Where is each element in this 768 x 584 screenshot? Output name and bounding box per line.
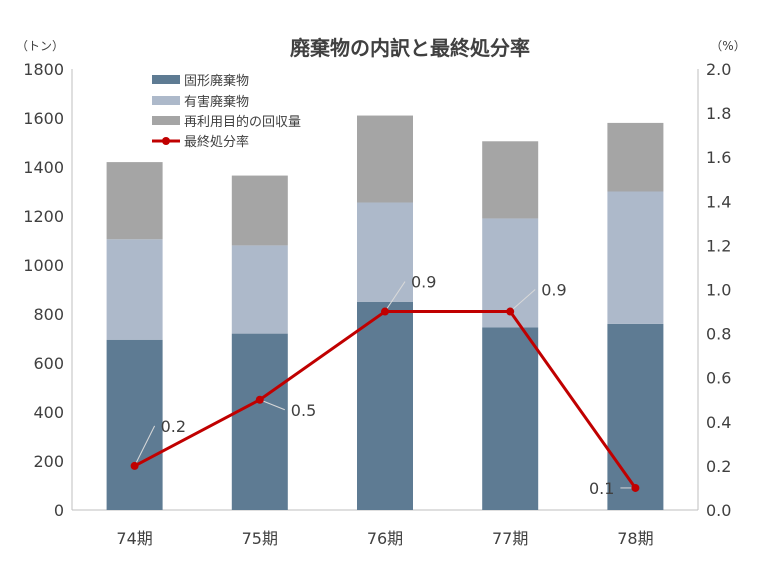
line-point	[631, 483, 640, 492]
x-tick-label: 76期	[367, 529, 403, 548]
y-tick-label: 1600	[23, 109, 64, 128]
y2-tick-label: 1.4	[706, 192, 731, 211]
bar-0	[482, 327, 539, 510]
bar-1	[607, 191, 664, 324]
x-tick-label: 78期	[617, 529, 653, 548]
y-tick-label: 400	[33, 403, 64, 422]
legend-swatch	[152, 75, 180, 84]
legend-label: 固形廃棄物	[184, 73, 249, 89]
x-tick-label: 77期	[492, 529, 528, 548]
legend-swatch	[152, 96, 180, 105]
chart-title: 廃棄物の内訳と最終処分率	[290, 36, 530, 60]
y2-tick-label: 2.0	[706, 60, 731, 79]
y2-tick-label: 0.2	[706, 457, 731, 476]
y2-tick-label: 0.4	[706, 413, 731, 432]
y2-tick-label: 1.6	[706, 148, 731, 167]
x-tick-label: 75期	[242, 529, 278, 548]
y2-tick-label: 0.0	[706, 501, 731, 520]
data-label-leader	[384, 281, 406, 312]
y2-tick-label: 1.8	[706, 104, 731, 123]
x-tick-label: 74期	[116, 529, 152, 548]
legend-line-marker	[162, 137, 170, 145]
bar-1	[106, 239, 163, 340]
bar-2	[231, 175, 288, 246]
line-point	[381, 307, 389, 316]
legend-label: 有害廃棄物	[184, 94, 249, 110]
y-tick-label: 0	[54, 501, 64, 520]
y-tick-label: 1800	[23, 60, 64, 79]
y2-tick-label: 1.2	[706, 236, 731, 255]
data-label: 0.2	[161, 417, 186, 436]
y-tick-label: 1000	[23, 256, 64, 275]
y-tick-label: 200	[33, 452, 64, 471]
data-label: 0.9	[541, 281, 566, 300]
y2-tick-label: 1.0	[706, 281, 731, 300]
data-label: 0.1	[589, 479, 614, 498]
bar-1	[231, 245, 288, 334]
y-tick-label: 1400	[23, 158, 64, 177]
bar-0	[607, 323, 664, 510]
bar-0	[231, 333, 288, 510]
data-label-leader	[259, 399, 285, 411]
y2-tick-label: 0.6	[706, 369, 731, 388]
y-tick-label: 800	[33, 305, 64, 324]
line-point	[255, 395, 264, 404]
bar-2	[357, 115, 413, 203]
legend-label: 再利用目的の回収量	[184, 114, 301, 130]
y2-axis-unit: （%）	[710, 39, 745, 53]
bar-1	[357, 202, 413, 302]
y2-tick-label: 0.8	[706, 325, 731, 344]
bar-0	[106, 339, 163, 510]
data-label: 0.9	[411, 273, 436, 292]
data-label-leader	[509, 289, 536, 312]
bar-2	[482, 141, 539, 219]
y-tick-label: 600	[33, 354, 64, 373]
bar-0	[357, 301, 413, 510]
data-label-leader	[134, 425, 156, 467]
bar-2	[106, 162, 163, 240]
line-point	[506, 307, 515, 316]
line-point	[130, 461, 139, 470]
legend-label: 最終処分率	[184, 134, 249, 150]
y-tick-label: 1200	[23, 207, 64, 226]
y-axis-unit: （トン）	[16, 39, 64, 53]
legend-swatch	[152, 116, 180, 125]
bar-2	[607, 122, 664, 192]
data-label: 0.5	[291, 401, 316, 420]
